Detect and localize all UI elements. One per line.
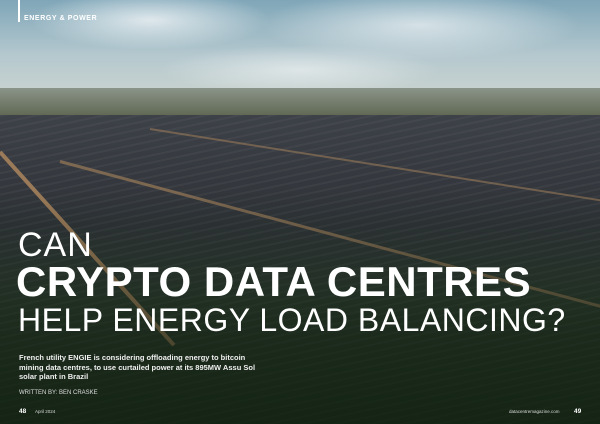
byline: WRITTEN BY: BEN CRASKE — [19, 390, 98, 396]
issue-date: April 2024 — [35, 409, 56, 414]
headline-line-1: CAN — [18, 226, 93, 264]
standfirst: French utility ENGIE is considering offl… — [19, 353, 256, 381]
section-label: ENERGY & POWER — [24, 15, 98, 22]
website-link[interactable]: datacentremagazine.com — [509, 409, 560, 414]
headline-line-3: HELP ENERGY LOAD BALANCING? — [18, 302, 566, 338]
page-number-right: 49 — [574, 408, 582, 415]
headline-line-2: CRYPTO DATA CENTRES — [16, 258, 532, 305]
section-marker — [18, 0, 20, 22]
page-number-left: 48 — [19, 408, 27, 415]
